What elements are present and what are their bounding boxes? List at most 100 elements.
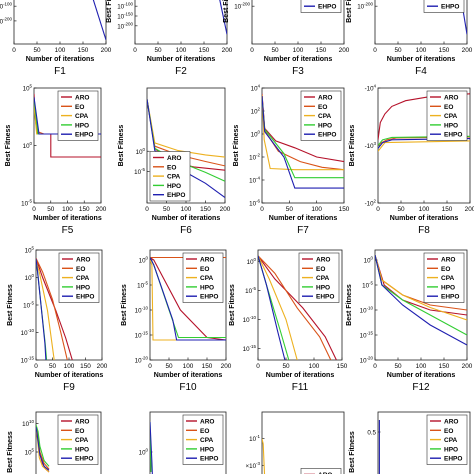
panel-f6: 100 10-5 0 50 100 150 200 Number of iterations B… [118, 87, 231, 236]
x-axis-label: Number of iterations [387, 372, 456, 379]
y-tick-label: 0.5 [367, 430, 376, 437]
y-tick-label: 10-150 [117, 12, 133, 21]
x-tick-label: 100 [181, 206, 192, 213]
legend: ARO EO CPA HPO EHPO [300, 90, 342, 141]
y-tick-label: 100 [23, 141, 33, 150]
x-tick-label: 200 [96, 206, 107, 213]
legend-label-aro: ARO [318, 95, 332, 102]
legend-label-eo: EO [316, 266, 325, 273]
y-axis-label: Best Fitness [349, 431, 356, 473]
x-tick-label: 100 [55, 47, 66, 54]
panel-caption: F3 [292, 66, 304, 77]
x-tick-label: 150 [199, 47, 210, 54]
x-tick-label: 200 [220, 206, 231, 213]
y-tick-label: 100 [251, 130, 261, 139]
legend-label-aro: ARO [200, 257, 214, 264]
legend-label-ehpo: EHPO [444, 132, 462, 139]
legend-label-ehpo: EHPO [441, 294, 459, 301]
x-tick-label: 150 [79, 206, 90, 213]
legend-label-cpa: CPA [200, 437, 214, 444]
legend-label-ehpo: EHPO [75, 132, 93, 139]
y-axis-label: Best Fitness [229, 284, 236, 326]
series-line-ehpo [219, 0, 227, 35]
panel-caption: F6 [180, 225, 192, 236]
x-tick-label: 0 [32, 206, 36, 213]
y-tick-label: 100 [364, 256, 374, 265]
series-group [92, 0, 106, 41]
y-tick-label: 10-5 [134, 167, 145, 176]
x-tick-label: 150 [439, 363, 450, 370]
x-axis-label: Number of iterations [26, 56, 95, 63]
panel-f14: 100 ARO EO CPA HPO EHPO [139, 411, 227, 474]
panel-f3: 10-200 0 50 100 150 200 Number of iterations Be… [223, 0, 350, 77]
y-tick-label: 10-5 [362, 281, 373, 290]
legend-box [57, 414, 99, 465]
legend-label-cpa: CPA [200, 275, 214, 282]
panel-f9: 105 100 10-5 10-10 10-150 50 100 150 200 Number o… [7, 246, 108, 394]
series-line-aro [258, 255, 337, 360]
legend-label-hpo: HPO [75, 446, 89, 453]
x-tick-label: 0 [260, 206, 264, 213]
y-tick-label: 10-4 [249, 176, 260, 185]
x-tick-label: 100 [64, 363, 75, 370]
series-line-cpa [147, 99, 225, 158]
legend-label-eo: EO [441, 266, 450, 273]
series-line-ehpo [92, 0, 106, 41]
legend-label-aro: ARO [75, 419, 89, 426]
legend-label-hpo: HPO [318, 122, 332, 129]
panel-f1: 10-100 10-200 0 50 100 150 200 Number of iterat… [0, 0, 112, 77]
panel-caption: F8 [418, 225, 430, 236]
x-tick-label: 150 [316, 47, 327, 54]
x-axis-label: Number of iterations [35, 372, 104, 379]
y-axis-label: Best Fitness [7, 284, 14, 326]
x-tick-label: 100 [176, 47, 187, 54]
y-tick-label: 10-10 [21, 328, 35, 337]
panel-f13: 1010 105 Best Fitness ARO EO CPA HPO EHPO [7, 411, 102, 474]
y-tick-label: 10-10 [243, 315, 257, 324]
y-axis-label: Best Fitness [7, 431, 14, 473]
legend-label-eo: EO [167, 164, 176, 171]
x-tick-label: 50 [165, 363, 173, 370]
legend-label-eo: EO [200, 428, 209, 435]
legend-label-ehpo: EHPO [316, 294, 334, 301]
x-tick-label: 100 [309, 363, 320, 370]
legend-label-cpa: CPA [444, 113, 458, 120]
legend-label-cpa: CPA [318, 113, 332, 120]
y-tick-label: 100 [25, 273, 35, 282]
legend-label-aro: ARO [444, 419, 458, 426]
x-tick-label: 50 [282, 363, 290, 370]
x-tick-label: 100 [62, 206, 73, 213]
legend-label-cpa: CPA [441, 275, 455, 282]
x-tick-label: 0 [256, 363, 260, 370]
legend-box [426, 414, 468, 465]
series-group [375, 254, 467, 346]
x-tick-label: 50 [397, 206, 405, 213]
series-line-aro [150, 257, 226, 341]
legend-label-aro: ARO [318, 472, 332, 474]
legend-label-hpo: HPO [76, 284, 90, 291]
legend-label-eo: EO [318, 104, 327, 111]
x-tick-label: 50 [47, 206, 55, 213]
panel-f5: 105 100 10-50 50 100 150 200 Number of iteratio… [5, 84, 107, 237]
x-tick-label: 50 [286, 206, 294, 213]
x-tick-label: 50 [49, 363, 57, 370]
y-tick-label: 10-15 [243, 344, 257, 353]
x-axis-label: Number of iterations [266, 372, 335, 379]
y-axis-label: Best Fitness [346, 284, 353, 326]
x-axis-label: Number of iterations [264, 56, 333, 63]
legend-label-hpo: HPO [318, 0, 332, 1]
x-tick-label: 150 [442, 206, 453, 213]
y-tick-label: 10-5 [23, 301, 34, 310]
panel-caption: F5 [62, 225, 74, 236]
legend-label-ehpo: EHPO [318, 132, 336, 139]
x-tick-label: 150 [202, 363, 213, 370]
y-tick-label: 10-20 [135, 356, 149, 365]
y-tick-label: 10-100 [117, 2, 133, 11]
x-tick-label: 0 [250, 47, 254, 54]
